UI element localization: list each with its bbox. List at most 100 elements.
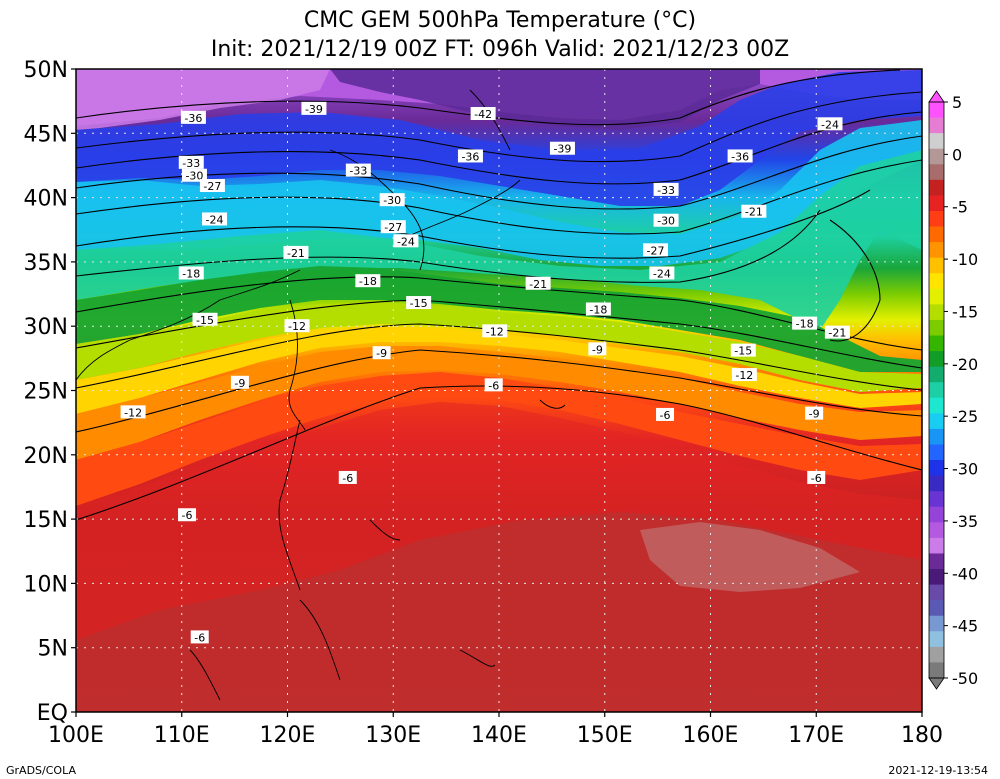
- contour-label: -18: [792, 316, 818, 331]
- contour-label: -12: [482, 324, 508, 338]
- contour-label: -9: [230, 375, 249, 390]
- map-grid: [76, 69, 922, 712]
- svg-text:-36: -36: [184, 112, 202, 125]
- svg-text:-9: -9: [234, 377, 245, 390]
- lon-tick-label: 170E: [788, 723, 844, 748]
- svg-text:-24: -24: [206, 213, 224, 226]
- colorbar-swatch: [929, 210, 944, 228]
- colorbar-swatch: [929, 179, 944, 196]
- band-green: [76, 266, 922, 372]
- lat-tick-label: 30N: [24, 315, 68, 340]
- svg-text:-27: -27: [203, 180, 221, 193]
- lon-tick-label: 130E: [365, 723, 421, 748]
- colorbar-label: -15: [952, 302, 978, 321]
- lat-tick-label: 25N: [24, 380, 68, 405]
- contour-label: -36: [727, 149, 753, 163]
- colorbar-label: -20: [952, 355, 978, 374]
- contour-label: -15: [730, 343, 756, 358]
- colorbar-swatch: [929, 646, 944, 663]
- contour-label: -12: [120, 405, 146, 419]
- svg-text:-9: -9: [592, 343, 603, 356]
- colorbar-swatch: [929, 491, 944, 508]
- contour-label: -36: [180, 110, 206, 125]
- contour-label: -6: [484, 378, 503, 392]
- colorbar-swatch: [929, 351, 944, 368]
- svg-text:-18: -18: [359, 275, 377, 288]
- svg-text:-27: -27: [384, 221, 402, 234]
- colorbar-label: -35: [952, 512, 978, 531]
- contour-label: -39: [301, 101, 327, 116]
- svg-text:-30: -30: [657, 215, 675, 228]
- contour-label: -33: [345, 163, 371, 178]
- svg-text:-27: -27: [647, 244, 665, 257]
- lat-tick-label: 40N: [24, 187, 68, 212]
- colorbar-swatch: [929, 553, 944, 570]
- band-purple-deep: [330, 69, 760, 130]
- lon-tick-label: 180: [901, 723, 943, 748]
- colorbar-swatch: [929, 537, 944, 554]
- svg-text:-6: -6: [194, 631, 205, 644]
- svg-text:-24: -24: [397, 235, 415, 248]
- colorbar-swatch: [929, 615, 944, 632]
- colorbar-label: -50: [952, 669, 978, 688]
- colorbar-swatch: [929, 304, 944, 321]
- contour-label: -24: [649, 266, 675, 280]
- colorbar-swatch: [929, 382, 944, 399]
- colorbar-swatch: [929, 584, 944, 601]
- contour-label: -24: [202, 212, 228, 226]
- lat-tick-label: 10N: [24, 572, 68, 597]
- contour-label: -9: [372, 346, 391, 360]
- colorbar-swatch: [929, 148, 944, 165]
- colorbar-label: -5: [952, 198, 968, 217]
- colorbar-swatch: [929, 475, 944, 492]
- svg-text:-36: -36: [731, 150, 749, 163]
- svg-text:-18: -18: [182, 267, 200, 280]
- contour-label: -30: [181, 168, 207, 183]
- colorbar-swatch: [929, 662, 944, 679]
- svg-text:-15: -15: [410, 297, 428, 310]
- contour-label: -12: [284, 319, 310, 333]
- contour-label: -24: [817, 117, 843, 131]
- plot-area: -36-39 -42-33-30-27-24-21-18-15 -12-9-12-3…: [76, 69, 922, 712]
- lon-tick-label: 110E: [154, 723, 210, 748]
- contour-labels: -36-39 -42-33-30-27-24-21-18-15 -12-9-12-3…: [120, 101, 850, 644]
- contour-label: -21: [824, 325, 850, 340]
- chart-subtitle: Init: 2021/12/19 00Z FT: 096h Valid: 202…: [210, 37, 790, 62]
- contour-label: -21: [525, 276, 551, 291]
- colorbar-swatch: [929, 631, 944, 648]
- colorbar-label: 5: [952, 93, 962, 112]
- colorbar-swatch: [929, 195, 944, 212]
- colorbar-frame: [928, 101, 945, 679]
- colorbar-swatch: [929, 569, 944, 586]
- contour-label: -6: [656, 407, 675, 422]
- footer-timestamp: 2021-12-19-13:54: [888, 764, 988, 777]
- lat-tick-label: 5N: [38, 637, 68, 662]
- lon-tick-label: 140E: [471, 723, 527, 748]
- contour-label: -18: [585, 302, 611, 316]
- colorbar-swatch: [929, 366, 944, 383]
- svg-text:-33: -33: [657, 184, 675, 197]
- contour-label: -15: [192, 312, 218, 327]
- lat-tick-label: 15N: [24, 508, 68, 533]
- colorbar-labels: 5 0 -5 -10 -15 -20 -25 -30 -35 -40 -45 -50: [944, 93, 978, 688]
- lat-tick-label: 35N: [24, 251, 68, 276]
- colorbar-swatch: [929, 413, 944, 430]
- contour-label: -21: [741, 204, 767, 219]
- contour-label: -15: [406, 296, 432, 310]
- svg-text:-30: -30: [185, 170, 203, 183]
- svg-text:-30: -30: [383, 194, 401, 207]
- colorbar-swatch: [929, 164, 944, 181]
- band-pale: [640, 522, 860, 592]
- contour-label: -33: [653, 182, 679, 197]
- contour-label: -27: [380, 220, 406, 234]
- svg-text:-6: -6: [342, 472, 353, 485]
- svg-text:-39: -39: [553, 143, 571, 156]
- svg-text:-9: -9: [809, 408, 820, 421]
- band-yellow: [76, 326, 922, 414]
- contour-label: -27: [643, 243, 669, 257]
- svg-text:-12: -12: [124, 406, 142, 419]
- band-pink: [76, 69, 330, 130]
- colorbar-swatch: [929, 397, 944, 414]
- colorbar-max-arrow: [928, 90, 945, 103]
- svg-text:-12: -12: [288, 320, 306, 333]
